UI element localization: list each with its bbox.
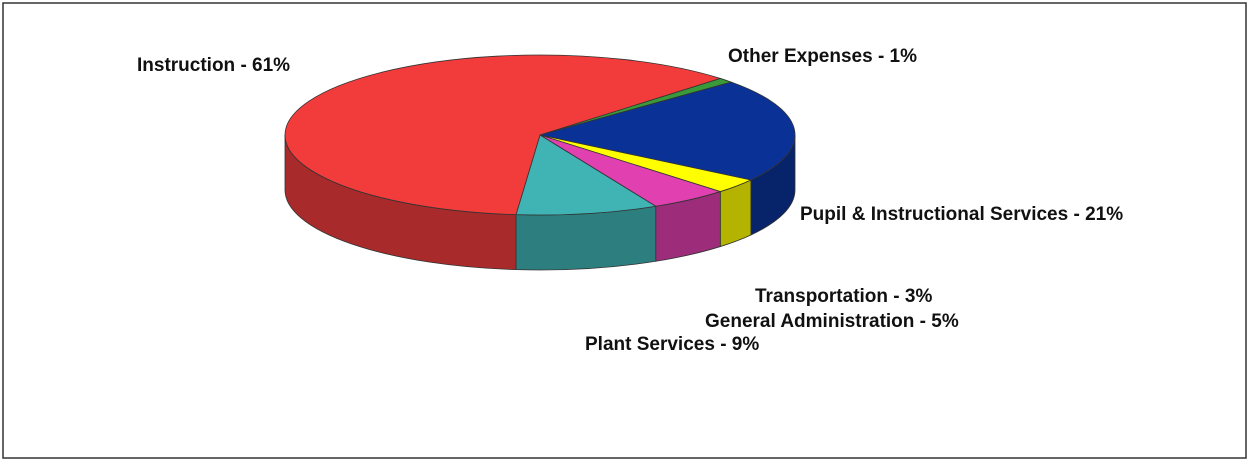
slice bbox=[284, 54, 722, 216]
slice-label: General Administration - 5% bbox=[705, 311, 959, 332]
slice-label: Transportation - 3% bbox=[755, 286, 932, 307]
slice-label: Other Expenses - 1% bbox=[728, 46, 917, 67]
slice bbox=[539, 81, 796, 181]
slice-label: Pupil & Instructional Services - 21% bbox=[800, 204, 1123, 225]
slice-label: Instruction - 61% bbox=[137, 55, 290, 76]
slice bbox=[515, 134, 657, 216]
slice-side bbox=[515, 205, 657, 271]
slice-label: Plant Services - 9% bbox=[585, 334, 759, 355]
